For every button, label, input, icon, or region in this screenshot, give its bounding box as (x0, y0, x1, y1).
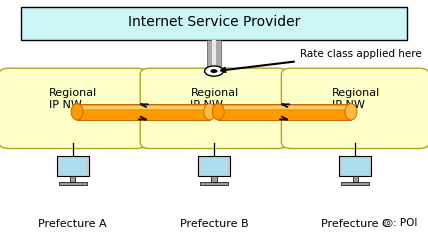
Bar (59, 158, 86, 175)
Bar (218, 106, 351, 110)
Ellipse shape (212, 104, 224, 120)
Text: Prefecture B: Prefecture B (180, 219, 248, 229)
Text: Regional
IP NW: Regional IP NW (49, 88, 98, 110)
Circle shape (211, 69, 217, 73)
Bar (206, 40, 222, 70)
Bar (339, 156, 371, 176)
Text: Internet Service Provider: Internet Service Provider (128, 15, 300, 29)
Bar (212, 40, 216, 70)
Text: Rate class applied here: Rate class applied here (221, 49, 421, 72)
Bar (70, 176, 75, 182)
Bar (200, 158, 228, 175)
Bar (77, 106, 210, 110)
Bar (353, 176, 358, 182)
Ellipse shape (204, 104, 216, 120)
Bar (341, 182, 369, 185)
Text: ◎: POI: ◎: POI (384, 218, 417, 227)
Text: Regional
IP NW: Regional IP NW (190, 88, 239, 110)
Ellipse shape (345, 104, 357, 120)
Text: Prefecture C: Prefecture C (321, 219, 389, 229)
FancyBboxPatch shape (0, 68, 146, 149)
Bar (56, 156, 89, 176)
Text: Prefecture A: Prefecture A (39, 219, 107, 229)
Bar (218, 104, 351, 120)
Circle shape (205, 66, 223, 76)
Ellipse shape (71, 104, 83, 120)
FancyBboxPatch shape (140, 68, 288, 149)
FancyBboxPatch shape (21, 7, 407, 40)
Bar (59, 182, 86, 185)
Bar (200, 182, 228, 185)
Bar (342, 158, 369, 175)
Text: Regional
IP NW: Regional IP NW (332, 88, 380, 110)
Bar (77, 104, 210, 120)
Bar (198, 156, 230, 176)
FancyBboxPatch shape (281, 68, 428, 149)
Bar (211, 176, 217, 182)
